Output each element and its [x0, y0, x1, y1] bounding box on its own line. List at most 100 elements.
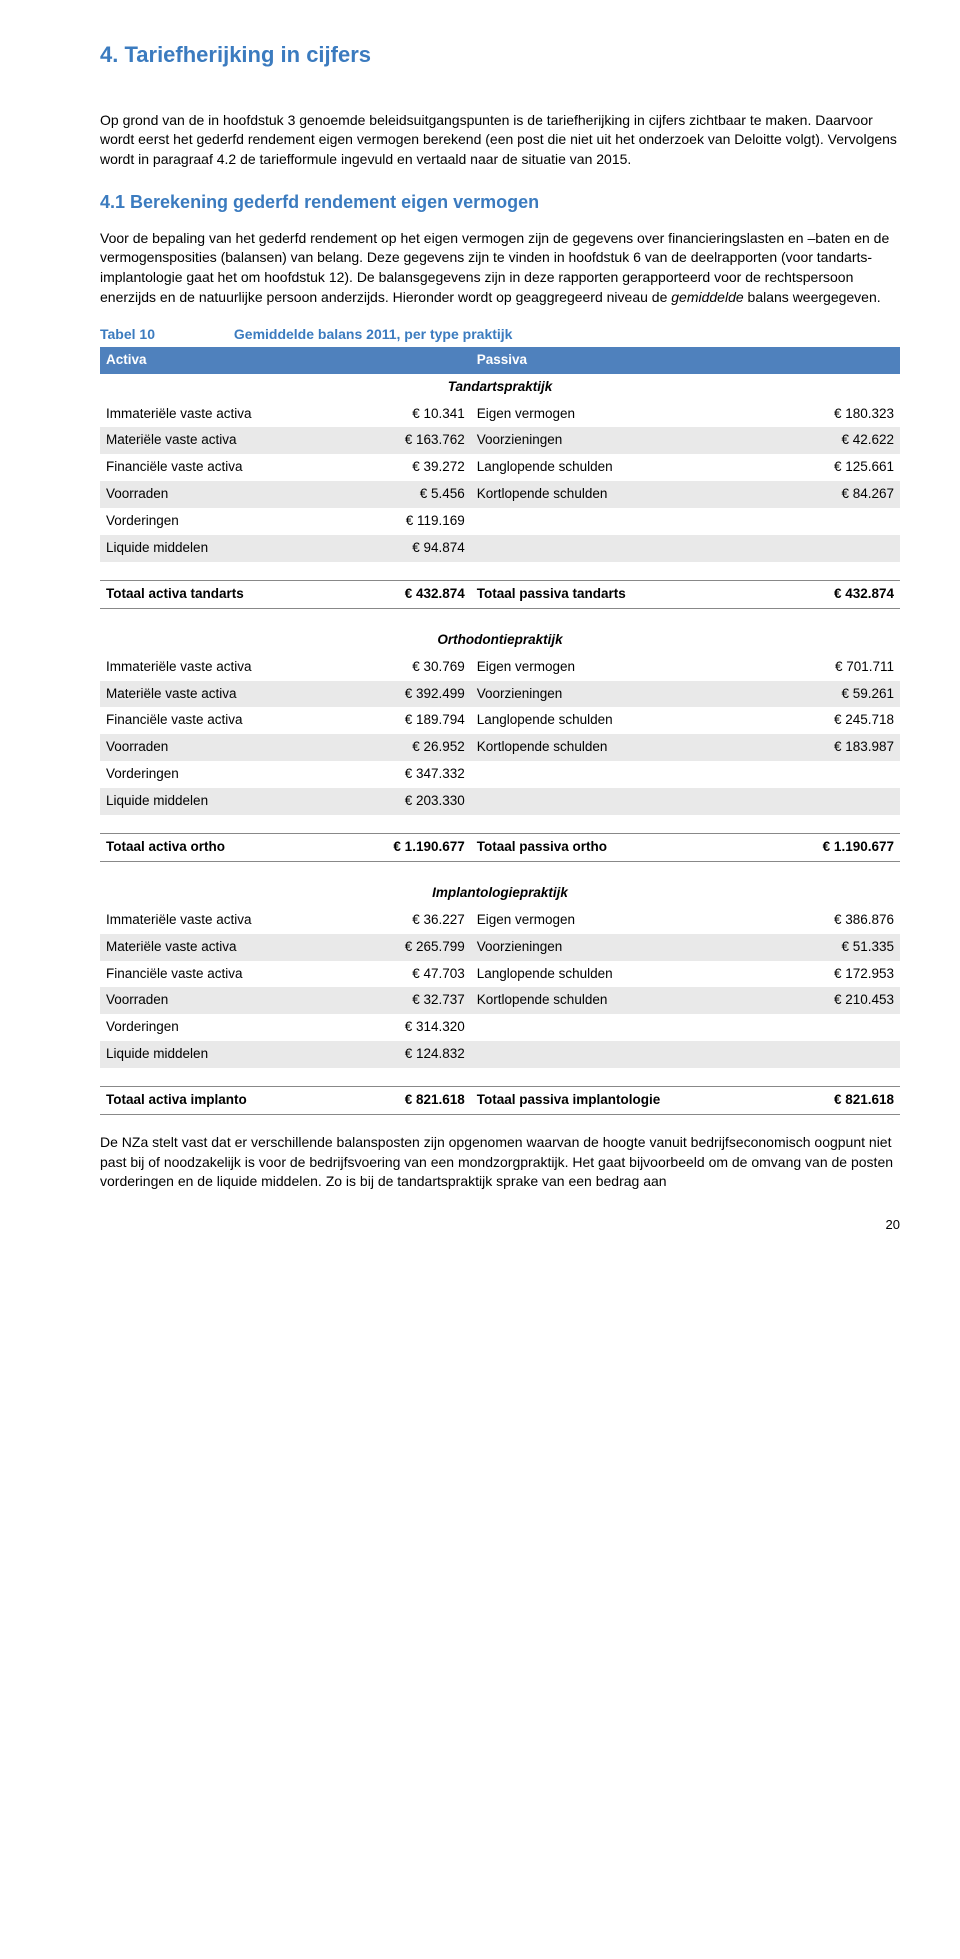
- cell: € 245.718: [772, 707, 900, 734]
- hdr-passiva: Passiva: [471, 347, 900, 374]
- cell: € 386.876: [772, 907, 900, 934]
- cell: [772, 788, 900, 815]
- cell: € 5.456: [343, 481, 471, 508]
- table-label: Tabel 10: [100, 325, 230, 345]
- cell: Voorzieningen: [471, 427, 772, 454]
- cell: Financiële vaste activa: [100, 454, 343, 481]
- section-paragraph: Voor de bepaling van het gederfd rendeme…: [100, 229, 900, 307]
- table-row: Immateriële vaste activa€ 10.341Eigen ve…: [100, 401, 900, 428]
- cell: Langlopende schulden: [471, 707, 772, 734]
- table-row: Financiële vaste activa€ 39.272Langlopen…: [100, 454, 900, 481]
- cell: Voorraden: [100, 481, 343, 508]
- cell: [772, 1014, 900, 1041]
- cell: [772, 761, 900, 788]
- sec-ortho: Orthodontiepraktijk: [100, 627, 900, 654]
- cell: Eigen vermogen: [471, 907, 772, 934]
- cell: € 265.799: [343, 934, 471, 961]
- total-row: Totaal activa implanto€ 821.618Totaal pa…: [100, 1087, 900, 1115]
- cell: € 821.618: [343, 1087, 471, 1115]
- cell: Langlopende schulden: [471, 454, 772, 481]
- table-row: Materiële vaste activa€ 265.799Voorzieni…: [100, 934, 900, 961]
- section-header: Orthodontiepraktijk: [100, 627, 900, 654]
- cell: Liquide middelen: [100, 535, 343, 562]
- cell: € 119.169: [343, 508, 471, 535]
- table-row: Financiële vaste activa€ 47.703Langlopen…: [100, 961, 900, 988]
- cell: Langlopende schulden: [471, 961, 772, 988]
- table-row: Vorderingen€ 347.332: [100, 761, 900, 788]
- cell: Liquide middelen: [100, 1041, 343, 1068]
- table-row: Materiële vaste activa€ 392.499Voorzieni…: [100, 681, 900, 708]
- para2b: balans weergegeven.: [744, 289, 881, 305]
- cell: Materiële vaste activa: [100, 934, 343, 961]
- cell: [471, 535, 772, 562]
- cell: € 42.622: [772, 427, 900, 454]
- cell: € 183.987: [772, 734, 900, 761]
- cell: € 125.661: [772, 454, 900, 481]
- cell: Liquide middelen: [100, 788, 343, 815]
- table-row: Liquide middelen€ 124.832: [100, 1041, 900, 1068]
- cell: € 1.190.677: [343, 833, 471, 861]
- page-number: 20: [100, 1216, 900, 1234]
- cell: € 180.323: [772, 401, 900, 428]
- cell: Materiële vaste activa: [100, 427, 343, 454]
- cell: Financiële vaste activa: [100, 961, 343, 988]
- cell: € 432.874: [772, 580, 900, 608]
- cell: [772, 508, 900, 535]
- cell: € 203.330: [343, 788, 471, 815]
- cell: € 39.272: [343, 454, 471, 481]
- table-caption: Tabel 10 Gemiddelde balans 2011, per typ…: [100, 325, 900, 345]
- table-row: Financiële vaste activa€ 189.794Langlope…: [100, 707, 900, 734]
- heading-chapter: 4. Tariefherijking in cijfers: [100, 40, 900, 71]
- cell: € 189.794: [343, 707, 471, 734]
- cell: € 36.227: [343, 907, 471, 934]
- cell: € 84.267: [772, 481, 900, 508]
- cell: Eigen vermogen: [471, 654, 772, 681]
- cell: € 30.769: [343, 654, 471, 681]
- total-row: Totaal activa tandarts€ 432.874Totaal pa…: [100, 580, 900, 608]
- spacer: [100, 562, 900, 581]
- cell: Voorraden: [100, 987, 343, 1014]
- cell: € 124.832: [343, 1041, 471, 1068]
- cell: Vorderingen: [100, 1014, 343, 1041]
- cell: € 172.953: [772, 961, 900, 988]
- cell: € 432.874: [343, 580, 471, 608]
- cell: € 314.320: [343, 1014, 471, 1041]
- table-row: Voorraden€ 32.737Kortlopende schulden€ 2…: [100, 987, 900, 1014]
- cell: € 47.703: [343, 961, 471, 988]
- table-row: Liquide middelen€ 203.330: [100, 788, 900, 815]
- cell: € 163.762: [343, 427, 471, 454]
- cell: Vorderingen: [100, 508, 343, 535]
- cell: € 347.332: [343, 761, 471, 788]
- cell: Totaal activa implanto: [100, 1087, 343, 1115]
- cell: [772, 535, 900, 562]
- emph-gemiddelde: gemiddelde: [671, 289, 743, 305]
- spacer: [100, 608, 900, 627]
- table-row: Vorderingen€ 119.169: [100, 508, 900, 535]
- cell: [772, 1041, 900, 1068]
- cell: Kortlopende schulden: [471, 481, 772, 508]
- balance-table: Activa Passiva Tandartspraktijk Immateri…: [100, 347, 900, 1115]
- section-header: Tandartspraktijk: [100, 374, 900, 401]
- cell: € 51.335: [772, 934, 900, 961]
- cell: Voorraden: [100, 734, 343, 761]
- cell: Eigen vermogen: [471, 401, 772, 428]
- cell: Totaal activa tandarts: [100, 580, 343, 608]
- cell: Financiële vaste activa: [100, 707, 343, 734]
- heading-section: 4.1 Berekening gederfd rendement eigen v…: [100, 190, 900, 215]
- table-header-row: Activa Passiva: [100, 347, 900, 374]
- cell: Totaal activa ortho: [100, 833, 343, 861]
- cell: Kortlopende schulden: [471, 734, 772, 761]
- cell: Immateriële vaste activa: [100, 654, 343, 681]
- cell: Totaal passiva implantologie: [471, 1087, 772, 1115]
- cell: Vorderingen: [100, 761, 343, 788]
- cell: [471, 788, 772, 815]
- table-row: Immateriële vaste activa€ 36.227Eigen ve…: [100, 907, 900, 934]
- cell: [471, 1041, 772, 1068]
- table-row: Vorderingen€ 314.320: [100, 1014, 900, 1041]
- cell: [471, 1014, 772, 1041]
- cell: Totaal passiva ortho: [471, 833, 772, 861]
- cell: € 821.618: [772, 1087, 900, 1115]
- table-row: Immateriële vaste activa€ 30.769Eigen ve…: [100, 654, 900, 681]
- cell: Immateriële vaste activa: [100, 907, 343, 934]
- cell: Voorzieningen: [471, 934, 772, 961]
